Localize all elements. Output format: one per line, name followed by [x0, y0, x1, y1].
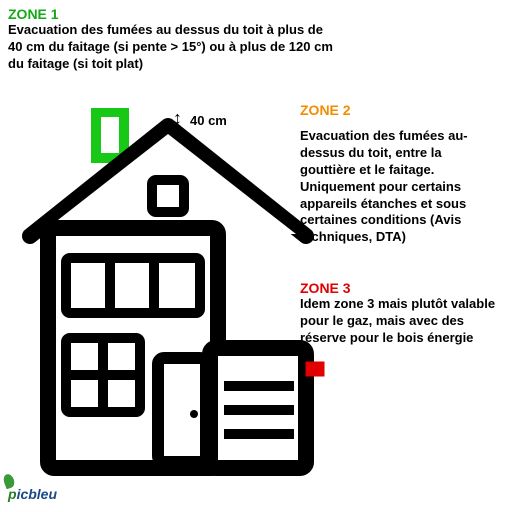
- logo-rest: icbleu: [17, 486, 57, 502]
- house-diagram: [18, 108, 338, 488]
- attic-window: [152, 180, 184, 212]
- logo: picbleu: [8, 486, 57, 502]
- zone1-block: ZONE 1 Evacuation des fumées au dessus d…: [8, 6, 338, 73]
- door: [158, 358, 206, 462]
- vent-zone3: [306, 362, 324, 376]
- chimney-zone1: [96, 112, 124, 158]
- zone1-title: ZONE 1: [8, 6, 338, 22]
- logo-p: p: [8, 486, 17, 502]
- lower-window: [66, 338, 140, 412]
- zone1-text: Evacuation des fumées au dessus du toit …: [8, 22, 338, 73]
- upper-window: [66, 258, 200, 313]
